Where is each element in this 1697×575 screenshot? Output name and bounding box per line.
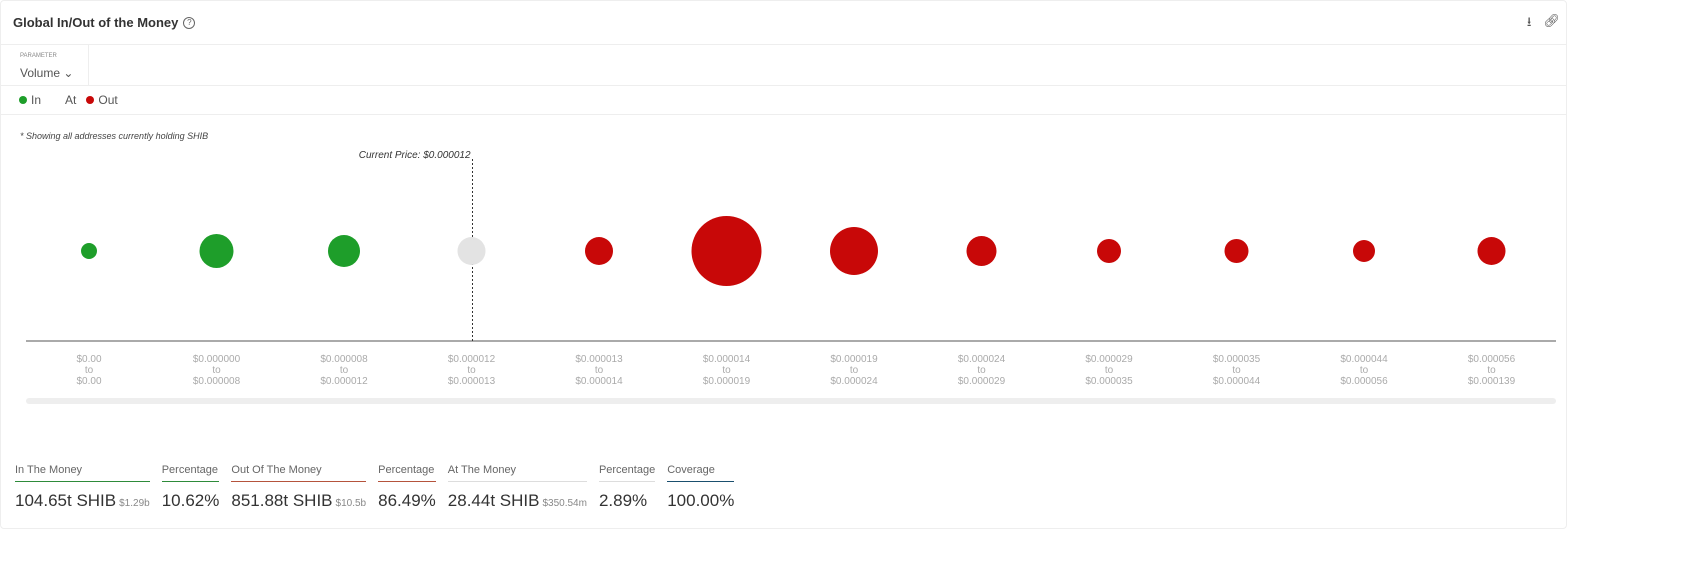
stat-1: Percentage 10.62%: [161, 464, 220, 511]
chevron-down-icon: ⌄: [63, 66, 74, 80]
stat-label: Coverage: [667, 464, 735, 482]
legend-out[interactable]: Out: [86, 93, 118, 107]
x-tick-label: $0.000014: [575, 376, 623, 387]
x-tick-label: to: [977, 365, 986, 376]
stat-value: 10.62%: [161, 491, 220, 510]
stat-value: 851.88t SHIB: [231, 491, 333, 510]
stat-label: Percentage: [378, 464, 436, 482]
bubble-in[interactable]: [199, 234, 234, 268]
x-tick-label: $0.000013: [575, 354, 623, 365]
x-tick-label: $0.000056: [1468, 354, 1516, 365]
x-tick-label: $0.000139: [1468, 376, 1516, 387]
x-tick-label: to: [467, 365, 476, 376]
panel: Global In/Out of the Money ? ⭳ 🔗︎ PARAMET…: [0, 0, 1567, 529]
stat-label: Percentage: [598, 464, 656, 482]
x-tick-label: $0.000044: [1340, 354, 1388, 365]
x-tick-label: $0.000019: [703, 376, 751, 387]
stat-value: 28.44t SHIB: [447, 491, 540, 510]
stat-label: Out Of The Money: [231, 464, 367, 482]
bubble-chart: Current Price: $0.000012$0.00to$0.00$0.0…: [26, 150, 1556, 387]
stat-4: At The Money 28.44t SHIB $350.54m: [447, 464, 587, 511]
x-tick-label: to: [85, 365, 94, 376]
x-tick-label: $0.00: [76, 354, 101, 365]
x-tick-label: $0.000056: [1340, 376, 1388, 387]
x-tick-label: $0.000008: [320, 354, 368, 365]
download-icon[interactable]: ⭳: [1526, 14, 1532, 29]
stat-0: In The Money 104.65t SHIB $1.29b: [15, 464, 150, 511]
bubble-in[interactable]: [81, 243, 97, 259]
stat-value: 2.89%: [598, 491, 648, 510]
legend-label: At: [65, 93, 77, 107]
stat-label: Percentage: [161, 464, 220, 482]
stat-6: Coverage 100.00%: [667, 464, 735, 511]
x-tick-label: $0.000029: [1085, 354, 1133, 365]
bubble-out[interactable]: [1097, 239, 1121, 263]
stat-label: At The Money: [447, 464, 587, 482]
x-tick-label: $0.000024: [958, 354, 1006, 365]
x-tick-label: to: [212, 365, 221, 376]
x-tick-label: to: [340, 365, 349, 376]
legend: In At Out: [1, 86, 1566, 115]
bubble-out[interactable]: [1353, 240, 1375, 262]
x-tick-label: $0.000044: [1213, 376, 1261, 387]
legend-in[interactable]: In: [19, 93, 41, 107]
x-tick-label: to: [1487, 365, 1496, 376]
parameter-label: PARAMETER: [20, 53, 57, 59]
bubble-out[interactable]: [691, 216, 762, 286]
parameter-bar: PARAMETER Volume ⌄: [1, 45, 1566, 86]
parameter-select[interactable]: PARAMETER Volume ⌄: [1, 45, 89, 85]
in-dot-icon: [19, 96, 27, 104]
legend-at[interactable]: At: [65, 93, 76, 107]
bubble-at[interactable]: [457, 237, 486, 265]
stat-usd: $1.29b: [119, 498, 150, 509]
stat-5: Percentage 2.89%: [598, 464, 656, 511]
bubble-out[interactable]: [1224, 239, 1249, 263]
x-tick-label: $0.000012: [448, 354, 496, 365]
x-tick-label: to: [850, 365, 859, 376]
x-tick-label: to: [722, 365, 731, 376]
stat-3: Percentage 86.49%: [378, 464, 436, 511]
x-tick-label: $0.000013: [448, 376, 496, 387]
bubble-out[interactable]: [830, 227, 878, 275]
x-tick-label: to: [595, 365, 604, 376]
x-tick-label: $0.000012: [320, 376, 368, 387]
x-tick-label: $0.000008: [193, 376, 241, 387]
stats-row: In The Money 104.65t SHIB $1.29b Percentage…: [15, 464, 746, 511]
bubble-in[interactable]: [328, 235, 360, 267]
legend-label: Out: [98, 93, 118, 107]
x-tick-label: $0.000035: [1213, 354, 1261, 365]
x-tick-label: $0.000035: [1085, 376, 1133, 387]
stat-value: 104.65t SHIB: [15, 491, 117, 510]
stat-label: In The Money: [15, 464, 150, 482]
header: Global In/Out of the Money ? ⭳ 🔗︎: [1, 1, 1566, 45]
x-tick-label: $0.000024: [830, 376, 878, 387]
out-dot-icon: [86, 96, 95, 104]
parameter-value: Volume: [20, 66, 61, 80]
x-tick-label: $0.000029: [958, 376, 1006, 387]
link-icon[interactable]: 🔗︎: [1543, 13, 1560, 28]
note: * Showing all addresses currently holdin…: [20, 131, 209, 141]
stat-usd: $350.54m: [542, 498, 587, 509]
stat-value: 86.49%: [378, 491, 436, 510]
horizontal-scrollbar[interactable]: [26, 398, 1556, 404]
stat-usd: $10.5b: [335, 498, 367, 509]
x-tick-label: to: [1360, 365, 1369, 376]
legend-label: In: [31, 93, 42, 107]
x-tick-label: to: [1105, 365, 1114, 376]
x-tick-label: to: [1232, 365, 1241, 376]
stat-2: Out Of The Money 851.88t SHIB $10.5b: [231, 464, 367, 511]
x-tick-label: $0.000000: [193, 354, 241, 365]
current-price-label: Current Price: $0.000012: [359, 150, 471, 161]
stat-value: 100.00%: [667, 491, 735, 510]
x-tick-label: $0.00: [76, 376, 101, 387]
x-tick-label: $0.000019: [830, 354, 878, 365]
bubble-out[interactable]: [585, 237, 613, 265]
bubble-out[interactable]: [1477, 237, 1506, 265]
page-title: Global In/Out of the Money: [13, 15, 179, 30]
bubble-out[interactable]: [966, 236, 997, 266]
help-icon[interactable]: ?: [183, 16, 196, 29]
x-tick-label: $0.000014: [703, 354, 751, 365]
